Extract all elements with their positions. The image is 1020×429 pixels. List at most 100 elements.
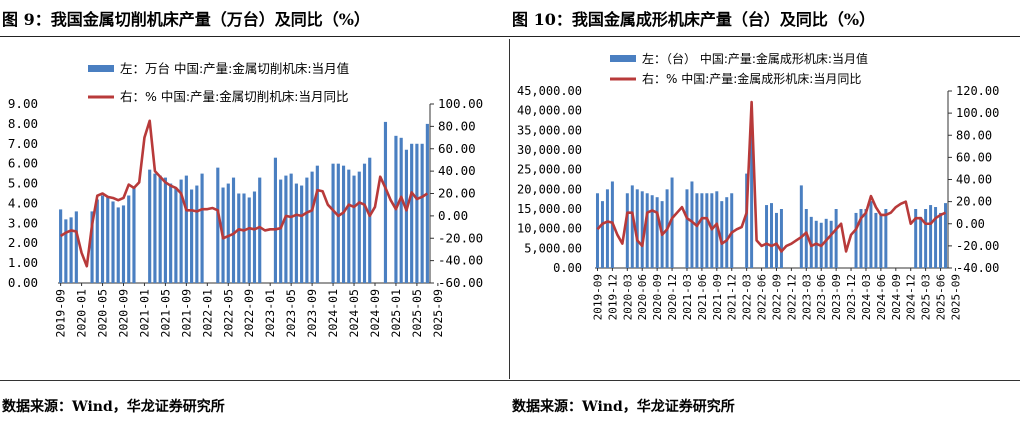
- bar: [315, 165, 319, 283]
- x-tick-label: 2024-03: [860, 274, 873, 320]
- bar: [879, 214, 883, 268]
- bar: [640, 191, 644, 268]
- bar: [190, 189, 194, 283]
- x-tick-label: 2024-05: [347, 289, 361, 337]
- x-tick-label: 2022-12: [785, 274, 798, 320]
- bar: [357, 171, 361, 283]
- bar: [252, 191, 257, 283]
- left-y-tick-label: 1.00: [8, 255, 38, 270]
- x-tick-label: 2020-01: [75, 289, 89, 338]
- x-tick-label: 2024-06: [875, 274, 888, 320]
- bar: [420, 143, 424, 283]
- left-y-tick-label: 0.00: [8, 275, 38, 290]
- left-y-tick-label: 3.00: [8, 215, 38, 230]
- bar: [625, 193, 629, 268]
- x-tick-label: 2023-09: [830, 274, 843, 320]
- bar: [595, 193, 599, 268]
- bar: [106, 197, 110, 283]
- left-y-tick-label: 20,000.00: [517, 182, 582, 196]
- yoy-line: [596, 100, 947, 253]
- right-y-tick-label: -20.00: [438, 230, 483, 245]
- right-y-tick-label: 20.00: [956, 195, 992, 209]
- legend-label: 左：（台） 中国:产量:金属成形机床:当月值: [642, 51, 868, 66]
- x-tick-label: 2021-05: [158, 289, 172, 337]
- x-tick-label: 2020-09: [651, 274, 664, 320]
- legend-bar-swatch: [610, 55, 636, 62]
- x-tick-label: 2019-09: [591, 274, 604, 320]
- bar: [804, 209, 808, 268]
- x-tick-label: 2025-09: [431, 289, 445, 338]
- bar: [336, 163, 340, 283]
- bar: [600, 201, 604, 268]
- bar: [169, 183, 173, 283]
- bar: [635, 189, 639, 268]
- right-y-tick-label: 20.00: [438, 186, 476, 201]
- bar: [95, 199, 99, 283]
- bar: [300, 185, 304, 283]
- bar: [415, 143, 419, 283]
- bar: [362, 163, 367, 283]
- bar: [121, 205, 126, 283]
- bar: [770, 203, 773, 268]
- bar: [944, 203, 947, 268]
- bar: [924, 209, 928, 268]
- bar: [163, 177, 167, 283]
- bar: [279, 179, 283, 283]
- bar: [730, 193, 734, 268]
- x-tick-label: 2019-12: [606, 274, 619, 320]
- bar: [750, 118, 754, 268]
- bar: [929, 205, 933, 268]
- bar: [720, 201, 724, 268]
- bar: [690, 181, 694, 268]
- bar: [410, 143, 414, 283]
- bar: [779, 209, 783, 268]
- x-tick-label: 2024-09: [890, 274, 903, 320]
- bar: [341, 165, 346, 283]
- chart-2-source: 数据来源：Wind，华龙证券研究所: [512, 399, 735, 415]
- legend-label: 右：% 中国:产量:金属切削机床:当月同比: [120, 89, 349, 104]
- x-tick-label: 2025-06: [935, 274, 948, 320]
- x-tick-label: 2022-06: [756, 274, 769, 320]
- footer-rule: [0, 380, 1020, 381]
- left-y-tick-label: 35,000.00: [517, 123, 582, 137]
- bar: [158, 175, 162, 283]
- right-y-tick-label: 100.00: [956, 106, 999, 120]
- left-y-tick-label: 15,000.00: [517, 202, 582, 216]
- bar: [284, 175, 288, 283]
- bar: [273, 157, 277, 283]
- bar: [179, 179, 183, 283]
- left-y-tick-label: 25,000.00: [517, 163, 582, 177]
- bar: [425, 123, 429, 283]
- bar: [69, 217, 73, 283]
- x-tick-label: 2020-12: [666, 274, 679, 320]
- x-tick-label: 2024-09: [368, 289, 382, 338]
- left-y-tick-label: 7.00: [8, 136, 38, 151]
- bar: [829, 220, 833, 268]
- bar: [799, 185, 803, 268]
- x-tick-label: 2022-05: [221, 289, 235, 337]
- bar: [258, 177, 262, 283]
- bar: [174, 187, 178, 283]
- chart-2-title: 图 10：我国金属成形机床产量（台）及同比（%）: [512, 10, 876, 29]
- bar: [100, 195, 105, 283]
- bar: [74, 211, 78, 283]
- bar: [90, 211, 94, 283]
- header-rule: [0, 36, 1020, 37]
- bar: [700, 193, 704, 268]
- x-tick-label: 2022-03: [741, 274, 754, 320]
- left-y-tick-label: 5,000.00: [524, 241, 582, 255]
- x-tick-label: 2023-09: [305, 289, 319, 338]
- bar: [705, 193, 709, 268]
- bar: [184, 175, 188, 283]
- yoy-line: [59, 119, 429, 268]
- right-y-tick-label: 80.00: [956, 128, 992, 142]
- legend-label: 左：万台 中国:产量:金属切削机床:当月值: [120, 61, 349, 76]
- bar: [605, 189, 609, 268]
- left-y-tick-label: 4.00: [8, 195, 38, 210]
- chart-1-title: 图 9：我国金属切削机床产量（万台）及同比（%）: [2, 10, 370, 29]
- x-tick-label: 2020-05: [96, 289, 110, 337]
- right-y-tick-label: -60.00: [438, 275, 483, 290]
- bar: [64, 219, 68, 283]
